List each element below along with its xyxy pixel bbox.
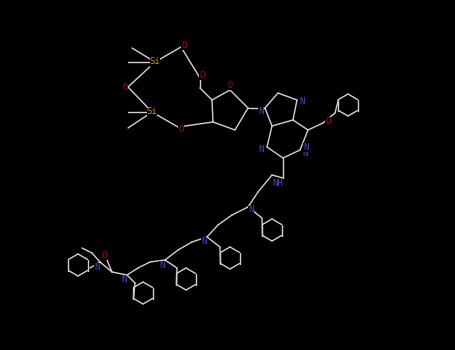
Text: N: N xyxy=(94,262,100,272)
Text: N: N xyxy=(248,205,254,215)
Text: Si: Si xyxy=(147,107,157,117)
Text: Si: Si xyxy=(150,57,160,66)
Text: O: O xyxy=(122,83,128,91)
Text: N: N xyxy=(302,148,308,158)
Text: NH: NH xyxy=(273,178,283,188)
Text: N: N xyxy=(258,106,264,116)
Text: O: O xyxy=(199,70,205,79)
Text: O: O xyxy=(178,125,184,133)
Text: N: N xyxy=(201,237,207,245)
Text: O: O xyxy=(228,80,233,90)
Text: N: N xyxy=(159,260,165,270)
Text: N: N xyxy=(303,142,308,152)
Text: O: O xyxy=(325,117,331,126)
Text: O: O xyxy=(181,41,187,49)
Text: N: N xyxy=(258,145,264,154)
Text: N: N xyxy=(299,98,305,106)
Text: N: N xyxy=(121,275,126,285)
Text: O: O xyxy=(101,251,106,259)
